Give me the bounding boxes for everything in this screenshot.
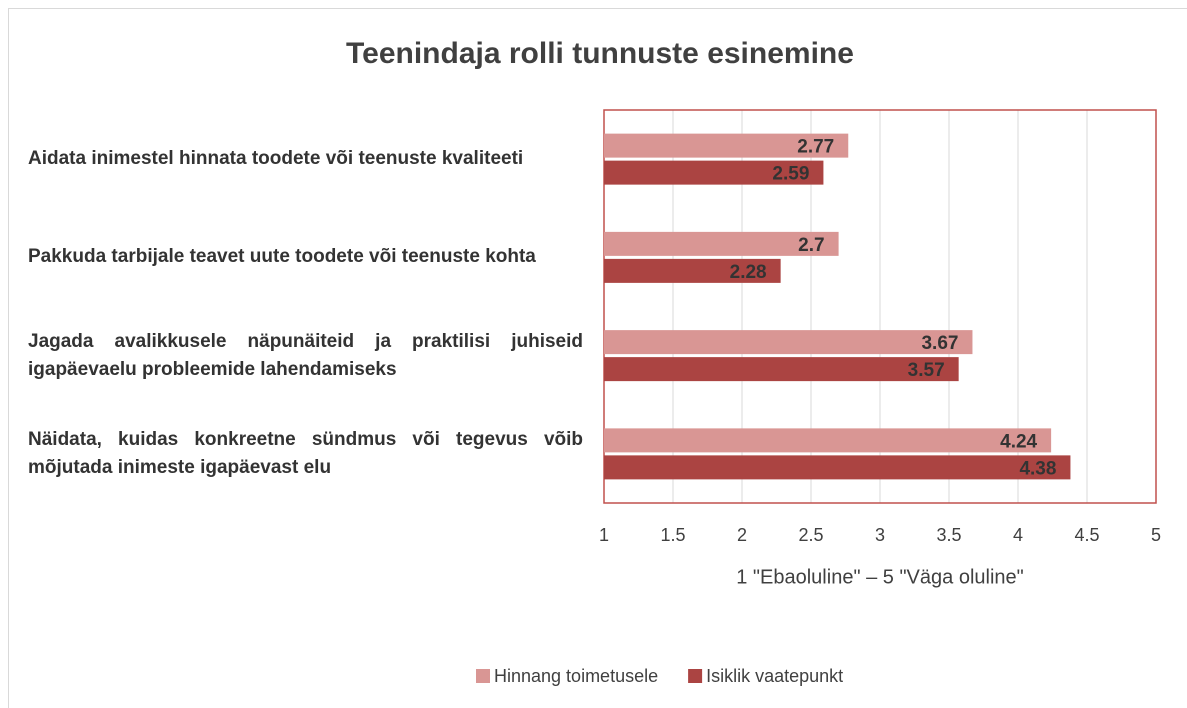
bar — [604, 231, 839, 256]
chart-border — [8, 8, 1187, 708]
bar — [604, 160, 824, 185]
data-label: 4.24 — [1000, 431, 1037, 452]
data-label: 2.77 — [797, 137, 834, 158]
category-label: Pakkuda tarbijale teavet uute toodete võ… — [28, 208, 583, 306]
bar — [604, 330, 973, 355]
x-axis-label: 1 "Ebaoluline" – 5 "Väga oluline" — [736, 566, 1024, 588]
x-tick-label: 4.5 — [1074, 525, 1099, 545]
legend-label: Hinnang toimetusele — [494, 666, 658, 686]
bar — [604, 357, 959, 382]
bar — [604, 258, 781, 283]
category-label: Näidata, kuidas konkreetne sündmus või t… — [28, 405, 583, 503]
data-label: 2.7 — [798, 235, 824, 256]
x-tick-label: 4 — [1013, 525, 1023, 545]
x-tick-label: 5 — [1151, 525, 1161, 545]
data-label: 3.67 — [921, 333, 958, 354]
bar — [604, 455, 1071, 480]
category-label: Jagada avalikkusele näpunäiteid ja prakt… — [28, 307, 583, 405]
x-tick-label: 2.5 — [798, 525, 823, 545]
category-text: Pakkuda tarbijale teavet uute toodete võ… — [28, 246, 536, 268]
bar — [604, 133, 849, 158]
chart-title: Teenindaja rolli tunnuste esinemine — [346, 37, 854, 70]
data-label: 2.59 — [772, 164, 809, 185]
plot-border — [603, 109, 1157, 504]
data-label: 2.28 — [730, 262, 767, 283]
bar — [604, 428, 1052, 453]
x-tick-label: 2 — [737, 525, 747, 545]
legend-swatch — [476, 669, 490, 683]
x-tick-label: 1.5 — [660, 525, 685, 545]
x-tick-label: 3.5 — [936, 525, 961, 545]
data-label: 3.57 — [908, 360, 945, 381]
category-text: Jagada avalikkusele näpunäiteid ja prakt… — [28, 330, 583, 380]
x-tick-label: 1 — [599, 525, 609, 545]
legend-label: Isiklik vaatepunkt — [706, 666, 843, 686]
category-text: Näidata, kuidas konkreetne sündmus või t… — [28, 428, 583, 478]
data-label: 4.38 — [1019, 458, 1056, 479]
x-tick-label: 3 — [875, 525, 885, 545]
category-text: Aidata inimestel hinnata toodete või tee… — [28, 148, 524, 170]
legend-swatch — [688, 669, 703, 683]
category-label: Aidata inimestel hinnata toodete või tee… — [28, 110, 583, 208]
